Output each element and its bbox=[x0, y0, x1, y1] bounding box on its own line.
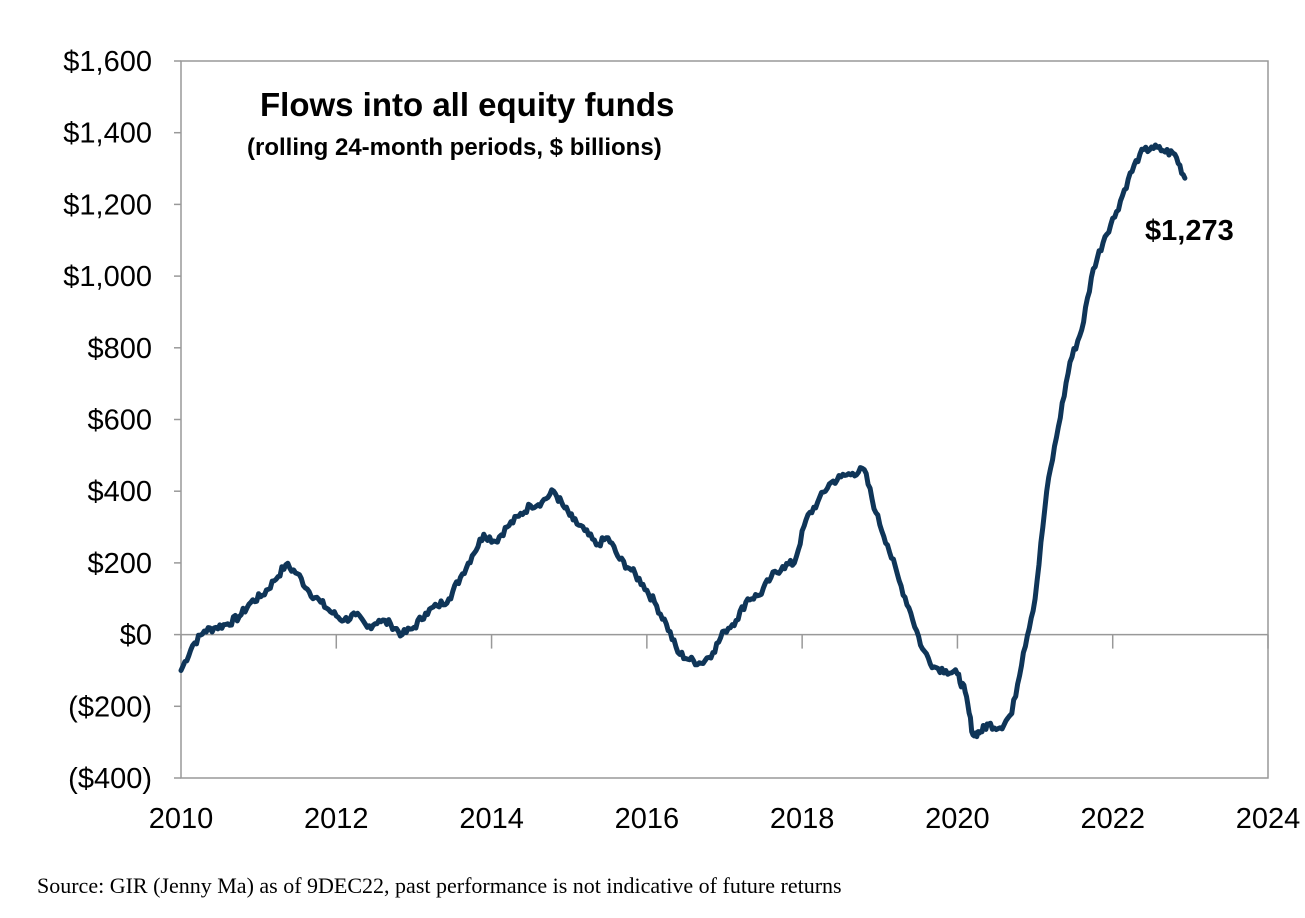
plot-frame bbox=[180, 60, 1269, 779]
x-axis-ticks: 2010 2012 2014 2016 2018 2020 2022 2024 bbox=[149, 634, 1301, 835]
end-value-label: $1,273 bbox=[1145, 215, 1234, 247]
y-tick-label: ($400) bbox=[68, 763, 152, 795]
x-tick-label: 2022 bbox=[1080, 803, 1145, 835]
y-tick-label: $200 bbox=[87, 548, 152, 580]
x-tick-label: 2024 bbox=[1236, 803, 1301, 835]
y-tick-label: $1,600 bbox=[63, 46, 152, 78]
y-tick-label: $1,000 bbox=[63, 261, 152, 293]
y-axis-ticks: $1,600 $1,400 $1,200 $1,000 $800 $600 $400 $200… bbox=[63, 46, 181, 795]
y-tick-label: $600 bbox=[87, 405, 152, 437]
x-tick-label: 2016 bbox=[615, 803, 680, 835]
x-tick-label: 2010 bbox=[149, 803, 214, 835]
y-tick-label: $1,400 bbox=[63, 118, 152, 150]
chart-title: Flows into all equity funds bbox=[260, 86, 674, 123]
series-layer bbox=[178, 142, 1188, 740]
x-tick-label: 2014 bbox=[459, 803, 524, 835]
chart: $1,600 $1,400 $1,200 $1,000 $800 $600 $400 $200… bbox=[63, 46, 1301, 835]
y-tick-label: $800 bbox=[87, 333, 152, 365]
y-tick-label: $400 bbox=[87, 476, 152, 508]
y-tick-label: $0 bbox=[120, 620, 152, 652]
series-line-0 bbox=[178, 142, 1188, 740]
x-tick-label: 2020 bbox=[925, 803, 990, 835]
x-tick-label: 2018 bbox=[770, 803, 835, 835]
y-tick-label: $1,200 bbox=[63, 189, 152, 221]
y-tick-label: ($200) bbox=[68, 691, 152, 723]
x-tick-label: 2012 bbox=[304, 803, 369, 835]
chart-subtitle: (rolling 24-month periods, $ billions) bbox=[247, 134, 662, 161]
source-note: Source: GIR (Jenny Ma) as of 9DEC22, pas… bbox=[37, 873, 842, 898]
